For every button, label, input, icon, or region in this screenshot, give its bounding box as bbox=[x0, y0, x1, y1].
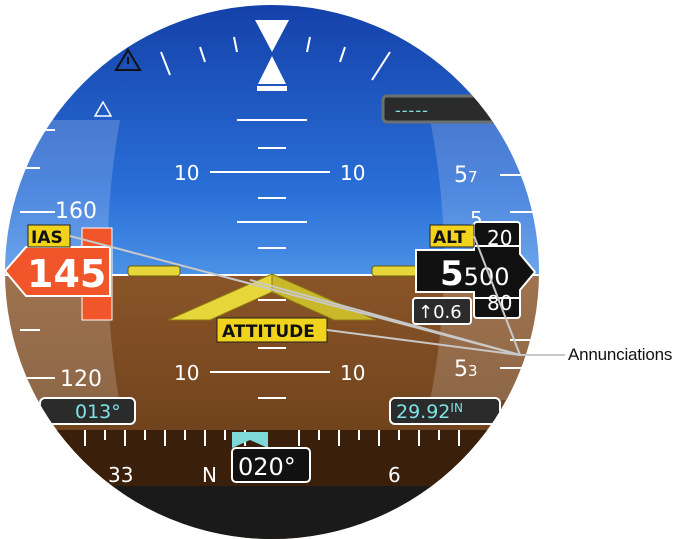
selected-heading-value: 013° bbox=[75, 401, 121, 423]
heading-label-right: 6 bbox=[388, 463, 401, 487]
heading-readout-box bbox=[231, 447, 311, 483]
airspeed-value: 145 bbox=[27, 252, 106, 296]
pitch-label-lower-left: 10 bbox=[174, 361, 199, 385]
bottom-band bbox=[5, 486, 539, 539]
slip-skid-indicator bbox=[257, 86, 287, 91]
ias-annunciation: IAS bbox=[31, 228, 63, 248]
airspeed-tape-label-top: 160 bbox=[55, 199, 97, 224]
pitch-label-lower-right: 10 bbox=[340, 361, 365, 385]
attitude-annunciation-box bbox=[216, 317, 328, 343]
selected-altitude-value: ----- bbox=[395, 101, 429, 120]
heading-tape bbox=[5, 430, 539, 486]
altitude-tape-label-lower: 53 bbox=[454, 357, 478, 382]
pitch-label-upper-right: 10 bbox=[340, 161, 365, 185]
vspeed-marker-icon bbox=[93, 100, 113, 117]
heading-bug bbox=[232, 432, 268, 448]
roll-zero-index bbox=[255, 20, 289, 52]
airspeed-pointer bbox=[5, 246, 111, 297]
baro-setting-value: 29.92IN bbox=[396, 401, 463, 423]
heading-value: 020° bbox=[238, 453, 296, 481]
vertical-speed-value: ↑0.6 bbox=[418, 302, 462, 323]
callout-lines bbox=[69, 235, 565, 356]
heading-label-left: 33 bbox=[108, 463, 133, 487]
altitude-tape-label-upper: 57 bbox=[454, 163, 478, 188]
alt-annunciation: ALT bbox=[433, 228, 466, 248]
vertical-speed-box bbox=[412, 297, 472, 325]
annunciations-callout: Annunciations bbox=[568, 345, 673, 364]
altitude-roll-above: 20 bbox=[487, 226, 512, 250]
airspeed-tape-label-bottom: 120 bbox=[60, 367, 102, 392]
roll-pointer bbox=[258, 56, 286, 84]
pitch-label-upper-left: 10 bbox=[174, 161, 199, 185]
roll-scale bbox=[160, 36, 391, 81]
caution-triangle-icon bbox=[114, 48, 142, 71]
pitch-ladder bbox=[210, 119, 330, 399]
heading-label-north: N bbox=[202, 463, 217, 487]
attitude-annunciation: ATTITUDE bbox=[222, 322, 315, 342]
